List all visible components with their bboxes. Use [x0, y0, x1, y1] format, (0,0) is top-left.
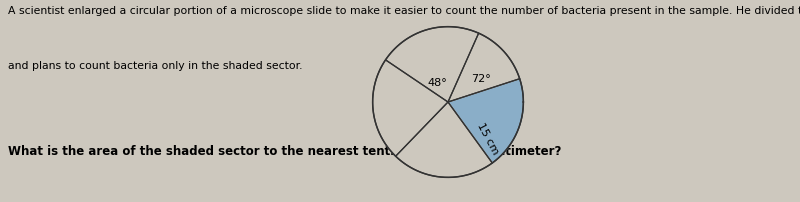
Text: and plans to count bacteria only in the shaded sector.: and plans to count bacteria only in the … — [8, 61, 302, 71]
Polygon shape — [448, 33, 520, 102]
Polygon shape — [396, 102, 492, 177]
Text: 48°: 48° — [428, 78, 447, 88]
Polygon shape — [386, 27, 478, 102]
Polygon shape — [448, 79, 523, 163]
Text: 15 cm: 15 cm — [475, 121, 501, 156]
Polygon shape — [373, 60, 448, 156]
Text: A scientist enlarged a circular portion of a microscope slide to make it easier : A scientist enlarged a circular portion … — [8, 6, 800, 16]
Text: What is the area of the shaded sector to the nearest tenth of a square centimete: What is the area of the shaded sector to… — [8, 145, 562, 158]
Text: 72°: 72° — [470, 74, 490, 84]
